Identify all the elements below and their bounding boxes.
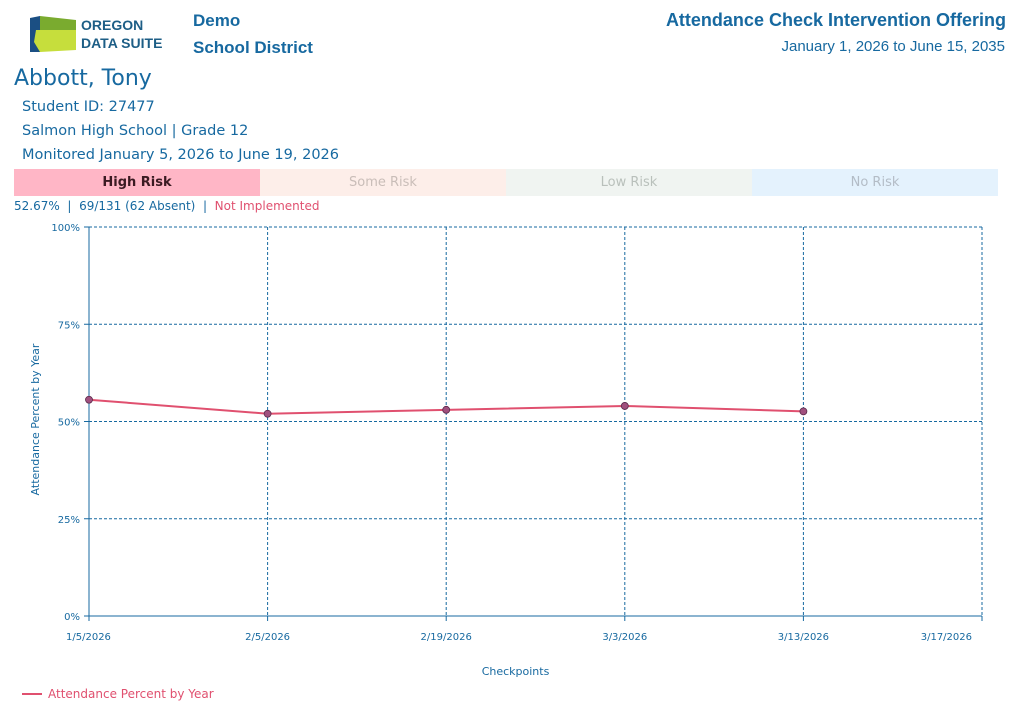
attendance-percent: 52.67% [14, 199, 60, 213]
y-tick-label: 0% [64, 612, 80, 623]
student-school-grade: Salmon High School | Grade 12 [22, 123, 249, 139]
district-name: Demo School District [193, 7, 313, 61]
x-tick-label: 3/17/2026 [921, 632, 972, 643]
oregon-data-suite-logo-icon [30, 16, 76, 52]
implementation-status: Not Implemented [214, 199, 320, 213]
data-point [85, 395, 93, 404]
district-line-2: School District [193, 38, 313, 57]
chart-legend: Attendance Percent by Year [22, 687, 214, 701]
risk-some: Some Risk [260, 169, 506, 196]
risk-low: Low Risk [506, 169, 752, 196]
x-tick-label: 2/19/2026 [421, 632, 472, 643]
x-tick-label: 2/5/2026 [245, 632, 290, 643]
y-tick-label: 100% [51, 223, 80, 234]
y-axis-label: Attendance Percent by Year [29, 343, 42, 495]
report-date-range: January 1, 2026 to June 15, 2035 [781, 38, 1005, 55]
x-tick-label: 3/13/2026 [778, 632, 829, 643]
y-tick-label: 75% [58, 320, 80, 331]
report-title: Attendance Check Intervention Offering [665, 10, 1006, 30]
student-id: Student ID: 27477 [22, 99, 155, 115]
data-point [442, 405, 451, 414]
data-point [799, 407, 808, 416]
legend-label: Attendance Percent by Year [48, 687, 214, 701]
stats-separator-1: | [67, 199, 72, 213]
x-tick-label: 3/3/2026 [602, 632, 647, 643]
logo-line-1: OREGON [81, 17, 144, 33]
student-name: Abbott, Tony [14, 66, 152, 91]
data-point [263, 409, 272, 418]
attendance-counts: 69/131 (62 Absent) [79, 199, 196, 213]
attendance-stats: 52.67% | 69/131 (62 Absent) | Not Implem… [14, 199, 319, 213]
legend-line-swatch [22, 693, 42, 695]
risk-none: No Risk [752, 169, 998, 196]
x-axis-label: Checkpoints [482, 665, 550, 678]
monitored-range: Monitored January 5, 2026 to June 19, 20… [22, 147, 339, 163]
data-point [620, 402, 629, 410]
logo-line-2: DATA SUITE [81, 35, 163, 51]
risk-high: High Risk [14, 169, 260, 196]
x-tick-label: 1/5/2026 [66, 632, 111, 643]
y-tick-label: 25% [58, 515, 80, 526]
district-line-1: Demo [193, 11, 241, 30]
logo-wordmark: OREGON DATA SUITE [81, 16, 162, 52]
stats-separator-2: | [202, 199, 208, 213]
y-tick-label: 50% [58, 418, 80, 429]
risk-level-bar: High Risk Some Risk Low Risk No Risk [14, 169, 998, 196]
